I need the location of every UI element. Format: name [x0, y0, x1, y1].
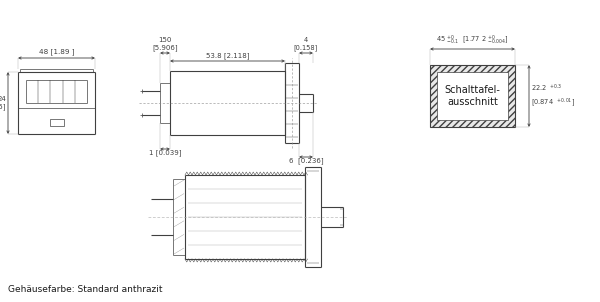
Bar	[49, 119, 64, 126]
Bar	[437, 72, 508, 120]
Text: 53.8 [2.118]: 53.8 [2.118]	[206, 52, 249, 59]
Bar	[430, 65, 515, 127]
Text: 48 [1.89 ]: 48 [1.89 ]	[39, 48, 74, 55]
Text: 4
[0.158]: 4 [0.158]	[294, 37, 318, 51]
Text: Schalttafel-
ausschnitt: Schalttafel- ausschnitt	[445, 85, 500, 107]
Text: 150
[5.906]: 150 [5.906]	[152, 37, 178, 51]
Text: Gehäusefarbe: Standard anthrazit: Gehäusefarbe: Standard anthrazit	[8, 285, 163, 294]
Text: 1 [0.039]: 1 [0.039]	[149, 149, 181, 156]
Text: 45 $^{+0}_{-0.1}$  [1.77 2 $^{+0}_{-0.004}$]: 45 $^{+0}_{-0.1}$ [1.77 2 $^{+0}_{-0.004…	[436, 34, 509, 47]
Text: 6  [0.236]: 6 [0.236]	[289, 157, 323, 164]
Text: 24
[0.945]: 24 [0.945]	[0, 96, 6, 110]
Text: 22.2  $^{+0.3}$
[0.874  $^{+0.01}$]: 22.2 $^{+0.3}$ [0.874 $^{+0.01}$]	[531, 83, 575, 109]
